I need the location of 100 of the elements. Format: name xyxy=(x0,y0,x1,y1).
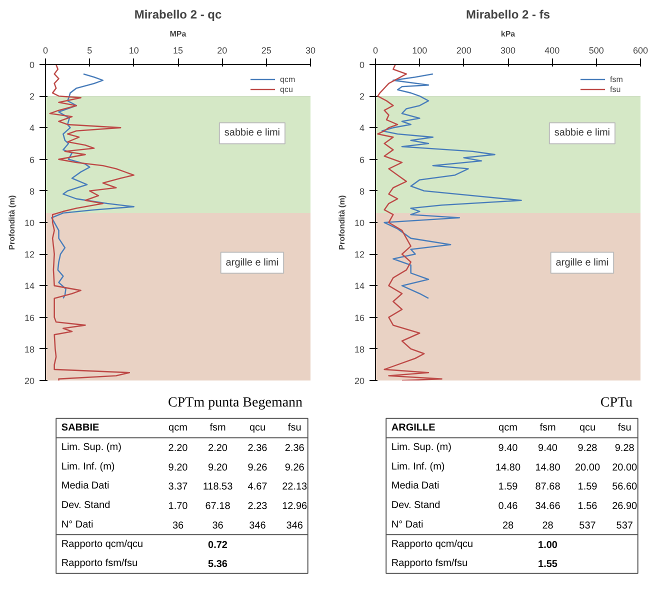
text: 9.26 xyxy=(284,462,304,474)
x-tick-label: 400 xyxy=(544,46,560,56)
text: 346 xyxy=(286,520,303,532)
x-tick-label: 0 xyxy=(42,46,48,56)
y-tick-label: 12 xyxy=(24,250,35,260)
x-tick-label: 500 xyxy=(588,46,604,56)
x-tick-label: 100 xyxy=(412,46,428,56)
band-label: sabbie e limi xyxy=(554,128,610,139)
text: 12.96 xyxy=(282,501,308,512)
y-tick-label: 14 xyxy=(24,281,35,292)
y-tick-label: 18 xyxy=(354,344,365,354)
text: 2.20 xyxy=(208,442,228,454)
category-label: Lim. Inf. (m) xyxy=(391,461,445,472)
x-tick-label: 600 xyxy=(632,46,648,56)
category-label: Rapporto fsm/fsu xyxy=(391,558,468,570)
text: 9.26 xyxy=(248,462,268,474)
text: CPTm punta Begemann xyxy=(168,395,303,410)
text: SABBIE xyxy=(61,422,100,434)
x-tick-label: 5 xyxy=(87,46,92,56)
category-label: fsu xyxy=(618,422,632,434)
y-tick-label: 6 xyxy=(359,154,365,165)
band-label: argille e limi xyxy=(556,257,609,268)
text: 1.59 xyxy=(578,482,598,493)
legend-label: fsm xyxy=(610,74,624,84)
text: 1.59 xyxy=(498,482,518,493)
text: 28 xyxy=(542,520,554,532)
band-label: argille e limi xyxy=(226,257,279,268)
category-label: Lim. Sup. (m) xyxy=(61,442,122,453)
text: 87.68 xyxy=(535,482,560,493)
x-tick-label: 0 xyxy=(372,46,378,56)
category-label: qcm xyxy=(168,422,188,434)
text: 67.18 xyxy=(205,501,230,512)
text: 2.23 xyxy=(248,501,268,512)
category-label: Lim. Inf. (m) xyxy=(61,461,115,472)
text: 0.72 xyxy=(208,540,228,551)
x-tick-label: 200 xyxy=(456,46,472,56)
category-label: qcu xyxy=(579,422,596,434)
y-tick-label: 12 xyxy=(354,250,365,260)
text: 2.36 xyxy=(284,442,304,454)
category-label: Rapporto qcm/qcu xyxy=(391,538,474,550)
chart-title: Mirabello 2 - fs xyxy=(466,8,550,22)
text: 5.36 xyxy=(208,559,228,570)
category-label: Media Dati xyxy=(61,480,110,492)
y-tick-label: 14 xyxy=(354,281,365,292)
x-tick-label: 20 xyxy=(217,46,228,56)
category-label: N° Dati xyxy=(61,519,94,530)
text: 22.13 xyxy=(282,482,308,493)
x-tick-label: 25 xyxy=(261,46,272,56)
category-label: Dev. Stand xyxy=(391,500,440,512)
x-tick-label: 15 xyxy=(172,46,184,56)
text: 34.66 xyxy=(535,501,560,512)
y-tick-label: 8 xyxy=(359,186,365,196)
text: CPTu xyxy=(600,395,633,410)
text: 14.80 xyxy=(495,462,521,474)
text: 36 xyxy=(212,520,224,532)
legend-label: fsu xyxy=(610,84,622,94)
text: 9.20 xyxy=(208,462,228,474)
text: 28 xyxy=(502,520,514,532)
y-tick-label: 8 xyxy=(29,186,35,196)
text: 9.28 xyxy=(614,442,634,454)
x-axis-title: kPa xyxy=(500,30,516,38)
chart-title: Mirabello 2 - qc xyxy=(134,8,222,22)
y-tick-label: 0 xyxy=(359,60,365,70)
legend-label: qcm xyxy=(280,74,296,84)
text: 9.40 xyxy=(538,442,558,454)
category-label: qcm xyxy=(498,422,518,434)
y-tick-label: 6 xyxy=(29,154,35,165)
y-tick-label: 4 xyxy=(29,123,35,134)
y-tick-label: 10 xyxy=(354,218,365,228)
text: 9.28 xyxy=(578,442,598,454)
y-tick-label: 2 xyxy=(29,92,35,102)
x-tick-label: 10 xyxy=(128,46,139,56)
x-axis-title: MPa xyxy=(170,30,187,38)
category-label: Rapporto qcm/qcu xyxy=(61,538,144,550)
text: 9.20 xyxy=(168,462,188,474)
category-label: Dev. Stand xyxy=(61,500,110,512)
y-tick-label: 20 xyxy=(24,376,35,386)
y-tick-label: 20 xyxy=(354,376,365,386)
text: 537 xyxy=(579,520,596,532)
text: 14.80 xyxy=(535,462,560,474)
y-tick-label: 16 xyxy=(354,312,365,323)
y-tick-label: 0 xyxy=(29,60,35,70)
text: 4.67 xyxy=(248,482,268,493)
category-label: fsm xyxy=(540,422,556,434)
y-tick-label: 4 xyxy=(359,123,365,134)
text: 1.00 xyxy=(538,540,558,551)
x-tick-label: 30 xyxy=(305,46,316,56)
text: 2.36 xyxy=(248,442,268,454)
category-label: Media Dati xyxy=(391,480,440,492)
legend-label: qcu xyxy=(280,84,294,94)
text: 1.55 xyxy=(538,559,558,570)
text: ARGILLE xyxy=(391,422,436,434)
category-label: fsu xyxy=(288,422,302,434)
category-label: fsm xyxy=(210,422,226,434)
text: 36 xyxy=(172,520,184,532)
text: 9.40 xyxy=(498,442,518,454)
band-label: sabbie e limi xyxy=(224,128,280,139)
text: 20.00 xyxy=(574,462,600,474)
category-label: Rapporto fsm/fsu xyxy=(61,558,138,570)
text: 2.20 xyxy=(168,442,188,454)
